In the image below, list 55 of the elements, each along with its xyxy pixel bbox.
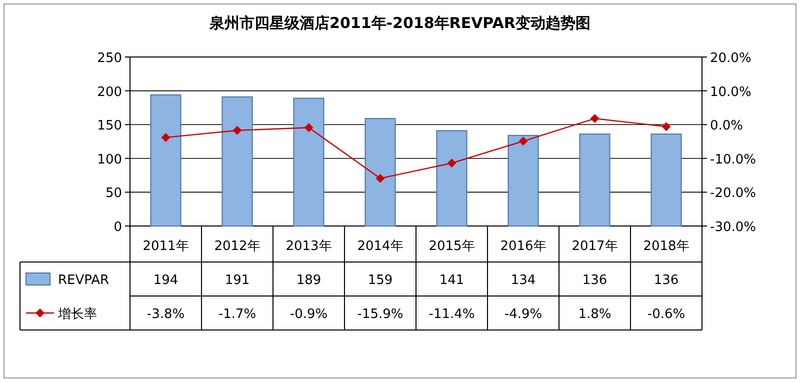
bar	[364, 118, 396, 226]
y-tick-label: 250	[97, 51, 122, 66]
x-tick-label: 2011年	[142, 239, 189, 254]
bar	[293, 98, 324, 226]
x-tick-label: 2012年	[214, 239, 260, 254]
y2-tick-label: 10.0%	[710, 84, 752, 100]
data-label: 1.8%	[578, 307, 612, 322]
bar	[150, 94, 182, 226]
data-label: 191	[224, 273, 250, 288]
y2-tick-label: 0.0%	[710, 118, 744, 134]
x-tick-label: 2014年	[357, 239, 404, 254]
data-label: 136	[582, 273, 608, 288]
y-tick-label: 150	[97, 118, 122, 134]
data-label: -0.9%	[290, 307, 328, 322]
x-tick-label: 2015年	[428, 239, 475, 254]
bar	[436, 130, 468, 226]
point	[232, 126, 242, 135]
bar	[508, 134, 539, 226]
data-label: -1.7%	[218, 307, 256, 322]
point	[518, 136, 528, 146]
point	[161, 132, 170, 142]
y-tick-label: 0	[114, 220, 122, 235]
data-label: 134	[510, 273, 536, 288]
y-tick-label: 50	[105, 186, 122, 202]
legend-label: 增长率	[57, 306, 97, 322]
point	[590, 114, 600, 124]
point	[447, 158, 456, 168]
data-label: 136	[654, 273, 679, 288]
data-label: -11.4%	[428, 307, 475, 322]
y-tick-label: 100	[97, 152, 122, 168]
point	[662, 122, 671, 132]
x-tick-label: 2018年	[643, 239, 690, 254]
data-label: -15.9%	[357, 307, 404, 322]
legend-label: REVPAR	[58, 273, 110, 288]
data-label: -3.8%	[146, 307, 185, 322]
point	[376, 174, 385, 183]
y2-tick-label: -10.0%	[710, 152, 756, 168]
chart-title: 泉州市四星级酒店2011年-2018年REVPAR变动趋势图	[208, 14, 590, 32]
bar	[222, 96, 253, 226]
y-tick-label: 200	[97, 84, 122, 100]
data-label: -4.9%	[504, 307, 542, 322]
y2-tick-label: 20.0%	[710, 51, 752, 66]
y2-tick-label: -30.0%	[710, 220, 756, 235]
data-label: 159	[368, 273, 393, 288]
data-label: 194	[153, 273, 178, 288]
bar	[579, 134, 610, 226]
point	[304, 123, 314, 132]
y2-tick-label: -20.0%	[710, 186, 756, 202]
data-label: 141	[439, 273, 464, 288]
data-label: 189	[296, 273, 322, 288]
x-tick-label: 2017年	[572, 239, 618, 254]
x-tick-label: 2016年	[500, 239, 546, 254]
x-tick-label: 2013年	[286, 239, 332, 254]
data-label: -0.6%	[647, 307, 686, 322]
bar	[650, 134, 682, 226]
